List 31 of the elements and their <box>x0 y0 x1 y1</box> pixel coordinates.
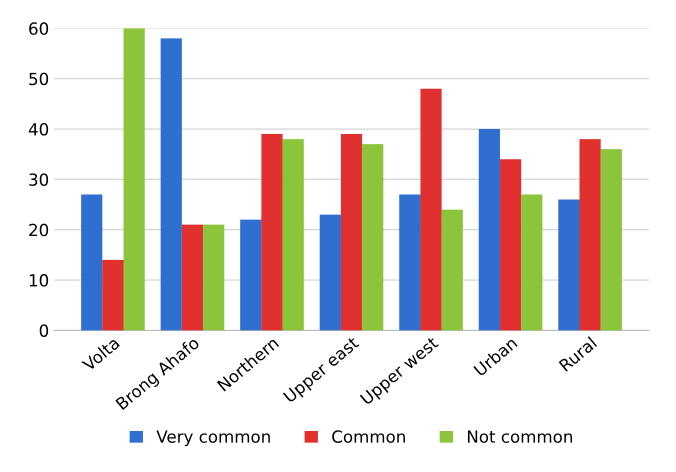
bar <box>203 224 224 330</box>
bar <box>261 134 283 330</box>
bar <box>362 144 384 330</box>
y-tick-label: 0 <box>40 324 48 337</box>
bar <box>500 159 522 330</box>
legend-label: Very common <box>156 430 270 446</box>
y-tick-label: 10 <box>30 274 48 287</box>
bar <box>282 139 304 330</box>
y-tick-label: 30 <box>29 173 48 186</box>
bar <box>420 88 442 330</box>
bar <box>399 194 420 330</box>
y-tick-label: 20 <box>29 224 48 236</box>
bar <box>182 224 204 330</box>
bar <box>160 38 182 330</box>
legend-label: Not common <box>468 430 572 443</box>
bar <box>521 194 542 330</box>
bar <box>600 149 622 330</box>
bar <box>340 134 362 330</box>
bar <box>124 28 145 330</box>
bar <box>240 220 262 330</box>
bar <box>442 210 463 330</box>
bar <box>102 260 124 330</box>
bar <box>320 214 341 330</box>
bar <box>580 139 601 330</box>
y-tick-label: 40 <box>28 122 48 136</box>
bar <box>478 129 500 330</box>
y-tick-label: 50 <box>29 72 48 86</box>
bar <box>81 194 102 330</box>
legend-label: Common <box>332 430 405 443</box>
bar <box>558 200 580 330</box>
y-tick-label: 60 <box>29 22 48 35</box>
